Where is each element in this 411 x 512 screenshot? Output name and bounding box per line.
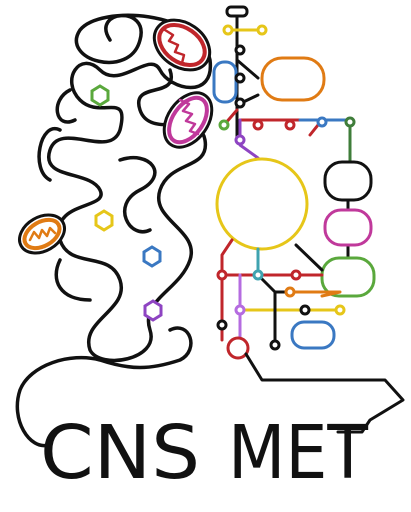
hexagon <box>142 245 162 268</box>
logo-word: CNS <box>40 410 200 496</box>
metro-map <box>212 5 405 434</box>
hexagon <box>90 84 110 107</box>
mitochondrion <box>162 91 214 149</box>
hexagon <box>143 299 163 322</box>
logo-word: MET <box>228 410 369 496</box>
hexagon <box>94 209 114 232</box>
mitochondrion <box>152 18 212 72</box>
mitochondrion <box>18 213 66 255</box>
brain-scribble <box>15 13 212 448</box>
